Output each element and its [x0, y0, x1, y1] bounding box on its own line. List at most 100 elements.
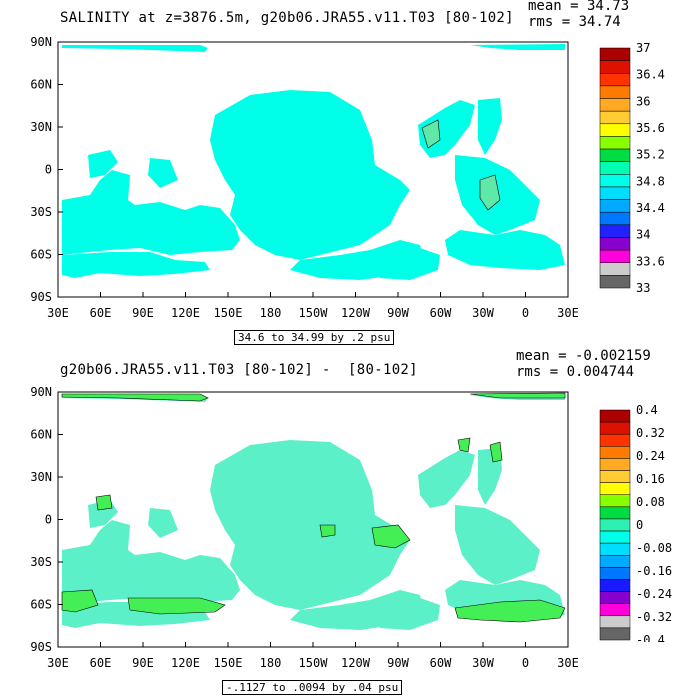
colorbar-swatch: [599, 579, 631, 592]
atlantic-equatorial: [455, 505, 540, 585]
colorbar-label: 33.6: [636, 254, 665, 268]
lon-tick-label: 90E: [132, 306, 154, 320]
atlantic-east-north: [478, 98, 502, 155]
colorbar-label: 35.2: [636, 148, 665, 162]
colorbar-swatch: [599, 237, 631, 251]
atlantic-north: [418, 450, 475, 508]
contour-range-label: -.1127 to .0094 by .04 psu: [222, 680, 403, 695]
lon-tick-label: 90E: [132, 656, 154, 670]
lat-axis: 90N 60N 30N 0 30S 60S 90S: [30, 385, 63, 654]
colorbar-label: -0.4: [636, 633, 665, 642]
colorbar-swatch: [599, 249, 631, 263]
lat-tick-label: 60N: [30, 428, 52, 442]
colorbar-label: 35.6: [636, 121, 665, 135]
lon-tick-label: 150W: [299, 656, 329, 670]
anomaly-patches: [61, 392, 566, 623]
indian-ocean: [62, 170, 240, 255]
lat-tick-label: 30N: [30, 120, 52, 134]
lat-tick-label: 90N: [30, 385, 52, 399]
lon-tick-label: 60E: [90, 656, 112, 670]
southern-ocean-indian: [62, 602, 210, 628]
colorbar-label: 0.08: [636, 495, 665, 509]
lon-tick-label: 150W: [299, 306, 329, 320]
colorbar-label: 0.16: [636, 472, 665, 486]
colorbar-swatch: [599, 591, 631, 604]
lon-tick-label: 60W: [430, 656, 452, 670]
colorbar-swatch: [599, 458, 631, 471]
colorbar-swatch: [599, 174, 631, 188]
contour-range-label: 34.6 to 34.99 by .2 psu: [234, 330, 395, 345]
pacific-ocean: [210, 440, 410, 610]
lon-tick-label: 120E: [171, 656, 200, 670]
lat-tick-label: 90N: [30, 35, 52, 49]
atlantic-anomaly-nw: [421, 119, 441, 149]
lat-tick-label: 0: [45, 513, 52, 527]
lat-tick-label: 30S: [30, 555, 52, 569]
colorbar-label: -0.24: [636, 587, 672, 601]
anomaly-patches: [421, 119, 501, 211]
colorbar-swatch: [599, 262, 631, 276]
lat-tick-label: 90S: [30, 290, 52, 304]
colorbar-swatch: [599, 161, 631, 175]
lat-tick-label: 30N: [30, 470, 52, 484]
colorbar-label: 34.4: [636, 201, 665, 215]
salinity-map: 90N 60N 30N 0 30S 60S 90S 30E 60E 90E 120E 150E 180…: [30, 35, 579, 320]
colorbar-label: -0.32: [636, 610, 672, 624]
lat-tick-label: 90S: [30, 640, 52, 654]
lon-axis: 30E 60E 90E 120E 150E 180 150W 120W 90W 60W 30W 0 30…: [47, 642, 579, 670]
lat-tick-label: 30S: [30, 205, 52, 219]
colorbar-label: 36: [636, 94, 650, 108]
arctic-strip-east: [470, 44, 565, 50]
colorbar-label: 36.4: [636, 68, 665, 82]
difference-map: 90N 60N 30N 0 30S 60S 90S 30E 60E 90E 120E 150E 180…: [30, 385, 579, 670]
colorbar-label: -0.16: [636, 564, 672, 578]
colorbar-swatch: [599, 123, 631, 137]
southern-indian-anomaly-2: [127, 597, 226, 615]
pacific-small-anomaly: [319, 524, 336, 538]
lon-tick-label: 90W: [387, 656, 409, 670]
colorbar-swatch: [599, 47, 631, 61]
colorbar-swatch: [599, 98, 631, 112]
lon-tick-label: 30W: [472, 656, 494, 670]
colorbar-label: 0.4: [636, 403, 658, 417]
colorbar-swatch: [599, 73, 631, 87]
colorbar-swatch: [599, 446, 631, 459]
lon-tick-label: 30E: [557, 656, 579, 670]
colorbar-swatch: [599, 567, 631, 580]
lat-tick-label: 60N: [30, 78, 52, 92]
colorbar-swatch: [599, 409, 631, 423]
colorbar-swatch: [599, 470, 631, 483]
panel-title: g20b06.JRA55.v11.T03 [80-102] - [80-102]: [60, 362, 418, 378]
lat-tick-label: 60S: [30, 248, 52, 262]
colorbar-swatch: [599, 199, 631, 213]
lon-tick-label: 60W: [430, 306, 452, 320]
colorbar: 0.4 0.32 0.24 0.16 0.08 0 -0.08 -0.16 -0.24 -0.32…: [599, 403, 672, 642]
lon-tick-label: 0: [522, 656, 529, 670]
colorbar-swatch: [599, 494, 631, 508]
lat-axis: 90N 60N 30N 0 30S 60S 90S: [30, 35, 63, 304]
lon-tick-label: 0: [522, 306, 529, 320]
colorbar-swatch: [599, 518, 631, 532]
southern-indian-anomaly: [61, 589, 99, 613]
atlantic-ne-anomaly: [489, 441, 503, 463]
colorbar-label: 37: [636, 41, 650, 55]
colorbar-swatch: [599, 615, 631, 629]
southern-ocean-indian: [62, 252, 210, 278]
lon-axis: 30E 60E 90E 120E 150E 180 150W 120W 90W 60W 30W 0 30…: [47, 292, 579, 320]
colorbar-swatch: [599, 421, 631, 435]
colorbar-label: -0.08: [636, 541, 672, 555]
lat-tick-label: 60S: [30, 598, 52, 612]
colorbar-swatch: [599, 136, 631, 150]
lon-tick-label: 180: [260, 656, 282, 670]
lon-tick-label: 150E: [214, 656, 243, 670]
bay-of-bengal: [148, 508, 178, 538]
colorbar-swatch: [599, 542, 631, 556]
colorbar-label: 0.24: [636, 449, 665, 463]
atlantic-south-anomaly: [454, 599, 566, 623]
colorbar-label: 34: [636, 228, 650, 242]
lon-tick-label: 30W: [472, 306, 494, 320]
lon-tick-label: 30E: [47, 306, 69, 320]
colorbar-swatch: [599, 275, 631, 289]
atlantic-east-north: [478, 448, 502, 505]
southern-ocean-pacific: [375, 598, 440, 630]
